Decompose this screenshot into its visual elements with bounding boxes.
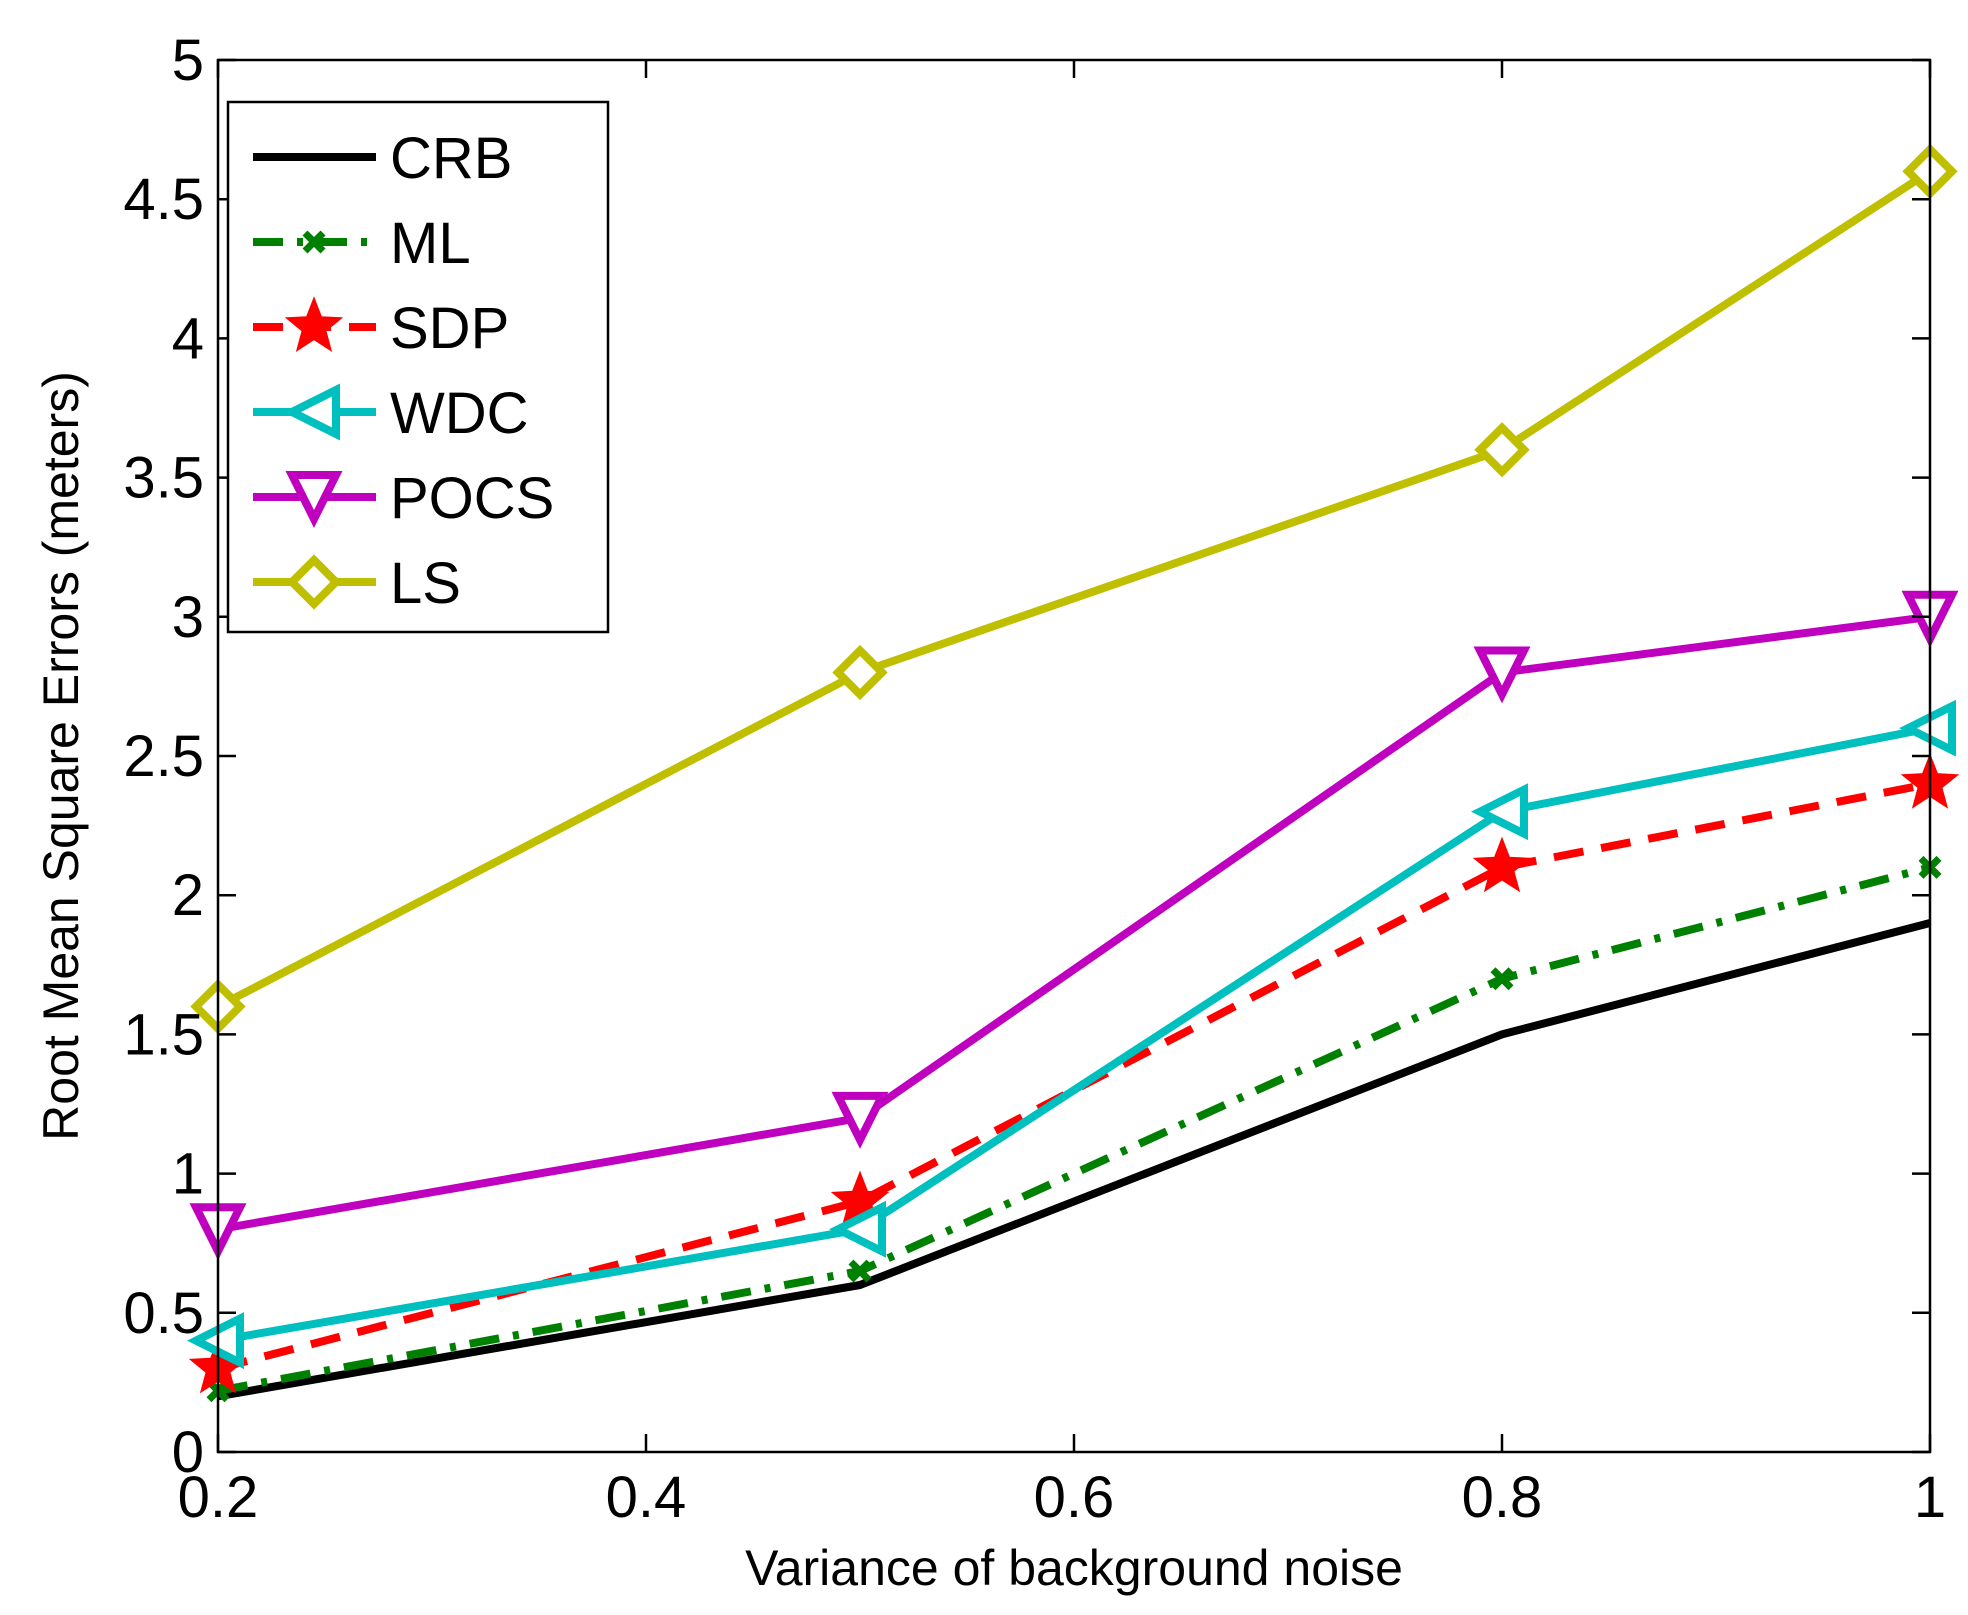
- legend-item-ls: LS: [253, 551, 461, 616]
- y-tick-label: 0: [172, 1420, 204, 1485]
- y-axis-label: Root Mean Square Errors (meters): [33, 371, 89, 1141]
- legend-marker-pocs: [285, 471, 343, 528]
- data-point-wdc-2: [1471, 783, 1528, 841]
- legend-label-ml: ML: [390, 211, 471, 276]
- data-point-ls-1: [832, 644, 888, 701]
- series-line-ls: [216, 168, 1933, 1011]
- data-point-wdc-1: [829, 1200, 886, 1258]
- y-tick-label: 5: [172, 28, 204, 93]
- y-tick-label: 1: [172, 1142, 204, 1207]
- legend-label-wdc: WDC: [390, 381, 529, 446]
- y-tick-label: 4.5: [123, 167, 204, 232]
- data-point-ls-2: [1474, 422, 1530, 478]
- data-point-ml-1: [848, 1259, 872, 1283]
- y-tick-label: 2: [172, 863, 204, 928]
- y-tick-label: 3: [172, 585, 204, 650]
- y-tick-label: 2.5: [123, 724, 204, 789]
- legend-label-pocs: POCS: [390, 466, 554, 531]
- legend-marker-sdp: [284, 296, 344, 352]
- series-line-crb: [217, 919, 1932, 1401]
- series-line-pocs: [217, 612, 1931, 1234]
- y-tick-label: 0.5: [123, 1281, 204, 1346]
- x-tick-label: 0.4: [606, 1465, 687, 1530]
- x-axis-label: Variance of background noise: [745, 1540, 1403, 1596]
- x-tick-label: 1: [1914, 1465, 1946, 1530]
- legend-box: [226, 100, 610, 634]
- legend-label-crb: CRB: [390, 126, 512, 191]
- legend: CRB ML SDP WDC POCS LS: [226, 100, 610, 634]
- legend-item-pocs: POCS: [253, 466, 554, 531]
- legend-item-ml: ML: [253, 211, 471, 276]
- data-point-ml-2: [1490, 967, 1514, 991]
- legend-marker-wdc: [283, 383, 340, 441]
- series-line-ml: [217, 863, 1932, 1395]
- y-tick-label: 4: [172, 306, 204, 371]
- y-tick-label: 1.5: [123, 1002, 204, 1067]
- legend-marker-ls: [286, 554, 342, 610]
- y-tick-label: 3.5: [123, 446, 204, 511]
- legend-item-crb: CRB: [253, 126, 512, 191]
- legend-item-sdp: SDP: [253, 296, 509, 361]
- data-point-sdp-2: [1472, 836, 1532, 893]
- x-tick-label: 0.6: [1034, 1465, 1115, 1530]
- legend-item-wdc: WDC: [253, 381, 529, 446]
- data-point-pocs-2: [1473, 646, 1531, 704]
- x-tick-label: 0.2: [178, 1465, 259, 1530]
- x-tick-label: 0.8: [1462, 1465, 1543, 1530]
- legend-marker-ml: [302, 230, 326, 254]
- series-line-wdc: [217, 724, 1931, 1345]
- series-line-sdp: [216, 779, 1931, 1373]
- data-point-sdp-1: [830, 1170, 890, 1227]
- data-point-pocs-1: [831, 1091, 889, 1149]
- legend-label-ls: LS: [390, 551, 461, 616]
- legend-label-sdp: SDP: [390, 296, 509, 361]
